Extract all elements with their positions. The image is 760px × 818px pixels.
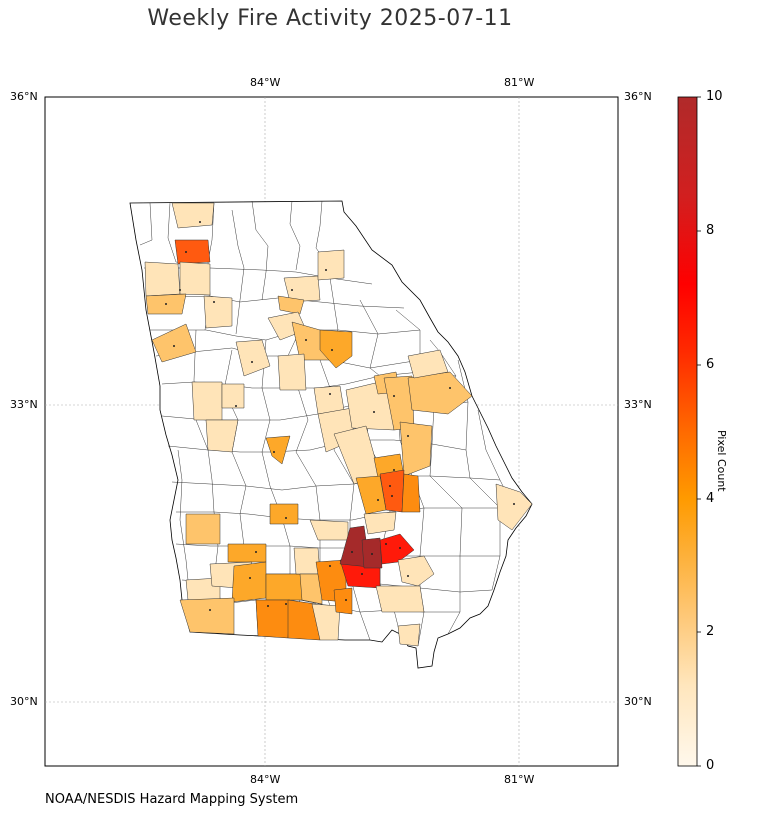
county-fire-5 (174, 239, 211, 265)
county-fire-1 (375, 585, 425, 613)
colorbar-tick-6: 6 (706, 357, 715, 372)
fire-point (249, 577, 251, 579)
fire-point (345, 599, 347, 601)
fire-point (329, 565, 331, 567)
fire-point (407, 575, 409, 577)
county-fire-3 (265, 573, 307, 601)
county-fire-1 (495, 483, 533, 531)
lon-tick-top-84w: 84°W (250, 76, 281, 89)
county-fire-3 (265, 435, 291, 465)
fire-point (331, 349, 333, 351)
lat-tick-left-33n: 33°N (10, 398, 38, 411)
lat-tick-right-33n: 33°N (624, 398, 652, 411)
county-fire-4 (333, 587, 353, 615)
colorbar (677, 96, 698, 767)
county-fire-1 (397, 623, 421, 647)
fire-point (393, 469, 395, 471)
lat-tick-left-30n: 30°N (10, 695, 38, 708)
county-fire-1 (293, 547, 321, 575)
county-fire-1 (205, 419, 239, 453)
county-fire-1 (221, 383, 245, 409)
county-fire-3 (355, 475, 387, 515)
county-fire-3 (319, 329, 353, 369)
county-fire-3 (227, 543, 267, 563)
fire-point (373, 411, 375, 413)
county-fire-4 (255, 599, 291, 639)
fire-point (399, 547, 401, 549)
colorbar-tick-2: 2 (706, 624, 715, 639)
county-fire-1 (191, 381, 223, 421)
fire-point (285, 517, 287, 519)
fire-point (251, 361, 253, 363)
county-fire-1 (235, 339, 271, 377)
fire-point (235, 405, 237, 407)
fire-point (513, 503, 515, 505)
county-fire-1 (363, 511, 397, 535)
fire-point (165, 303, 167, 305)
county-fire-3 (269, 503, 299, 525)
lat-tick-right-36n: 36°N (624, 90, 652, 103)
fire-point (371, 553, 373, 555)
fire-point (407, 435, 409, 437)
county-fire-1 (203, 295, 233, 329)
map-gridlines (45, 97, 618, 766)
fire-point (291, 289, 293, 291)
fire-point (267, 605, 269, 607)
county-fire-4 (401, 473, 421, 513)
county-fire-2 (299, 573, 323, 605)
lon-tick-bottom-81w: 81°W (504, 773, 535, 786)
source-credit: NOAA/NESDIS Hazard Mapping System (45, 792, 299, 807)
fire-detection-points (165, 221, 515, 611)
fire-point (361, 573, 363, 575)
county-fire-1 (283, 275, 321, 303)
lon-tick-bottom-84w: 84°W (250, 773, 281, 786)
county-fire-2 (185, 513, 221, 545)
county-fire-2 (179, 597, 235, 635)
county-fire-1 (277, 353, 307, 391)
fire-point (377, 499, 379, 501)
fire-point (209, 609, 211, 611)
county-fire-7 (379, 533, 415, 565)
colorbar-tick-10: 10 (706, 89, 723, 104)
county-fire-2 (151, 323, 197, 363)
county-fire-2 (277, 295, 305, 315)
county-fire-1 (407, 349, 449, 379)
fire-point (173, 345, 175, 347)
fire-point (391, 495, 393, 497)
colorbar-label: Pixel Count (715, 430, 728, 492)
fire-point (389, 485, 391, 487)
fire-point (351, 551, 353, 553)
county-fire-1 (313, 385, 345, 415)
fire-point (449, 387, 451, 389)
colorbar-tick-0: 0 (706, 758, 715, 773)
county-fire-1 (179, 261, 211, 296)
fire-point (385, 543, 387, 545)
colorbar-tick-8: 8 (706, 223, 715, 238)
fire-point (199, 221, 201, 223)
lat-tick-left-36n: 36°N (10, 90, 38, 103)
county-fire-1 (144, 261, 181, 297)
county-fire-1 (397, 555, 435, 587)
colorbar-ticks (697, 96, 701, 767)
fire-point (273, 451, 275, 453)
fire-point (255, 551, 257, 553)
fire-point (285, 603, 287, 605)
fire-point (329, 393, 331, 395)
county-fire-1 (171, 202, 215, 229)
fire-point (393, 395, 395, 397)
fire-point (213, 301, 215, 303)
county-fire-1 (317, 249, 345, 281)
fire-point (185, 251, 187, 253)
county-fire-3 (231, 561, 267, 603)
lon-tick-top-81w: 81°W (504, 76, 535, 89)
county-fire-1 (311, 603, 341, 641)
fire-point (305, 339, 307, 341)
map-title: Weekly Fire Activity 2025-07-11 (147, 6, 513, 31)
fire-point (179, 289, 181, 291)
fire-counties (144, 202, 533, 647)
lat-tick-right-30n: 30°N (624, 695, 652, 708)
colorbar-tick-4: 4 (706, 491, 715, 506)
fire-point (325, 269, 327, 271)
